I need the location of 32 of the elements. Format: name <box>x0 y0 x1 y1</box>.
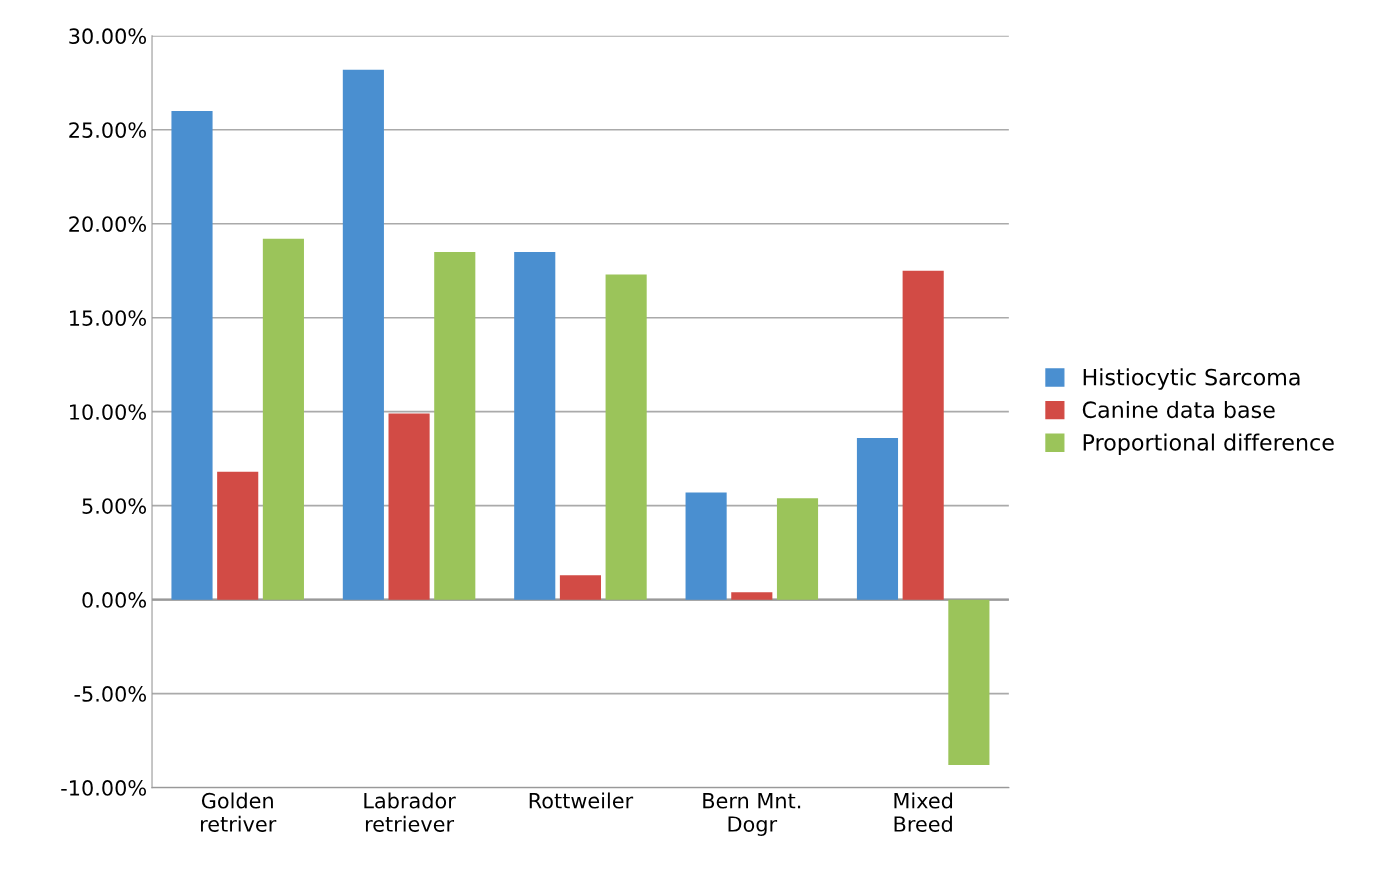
bar <box>605 274 647 600</box>
y-tick-label: 20.00% <box>69 216 147 232</box>
bar <box>342 69 384 600</box>
bar <box>262 238 304 600</box>
legend-label: Proportional difference <box>1083 433 1334 456</box>
bar <box>514 251 556 600</box>
bar <box>171 110 213 600</box>
bar <box>559 575 601 600</box>
bar <box>388 413 430 600</box>
x-tick-label: Labrador retriever <box>364 792 456 832</box>
bar <box>948 599 990 766</box>
x-tick-label: Bern Mnt. Dogr <box>703 793 801 836</box>
bar <box>434 251 476 600</box>
legend-label: Histiocytic Sarcoma <box>1083 368 1300 390</box>
x-tick-label: Rottweiler <box>529 792 634 809</box>
y-tick-label: 10.00% <box>70 404 147 420</box>
y-tick-label: 25.00% <box>69 122 147 138</box>
y-tick-label: -10.00% <box>61 780 147 796</box>
bar <box>685 492 727 600</box>
x-tick-label: Mixed Breed <box>894 792 953 832</box>
x-tick-label: Golden retriver <box>201 792 277 832</box>
bar <box>731 592 773 600</box>
y-tick-label: 30.00% <box>69 28 147 45</box>
y-tick-label: 0.00% <box>82 592 147 608</box>
y-tick-label: -5.00% <box>74 686 147 702</box>
bar <box>902 270 944 600</box>
bar <box>856 438 899 600</box>
y-tick-label: 5.00% <box>82 498 147 514</box>
bar <box>776 498 819 600</box>
y-tick-label: 15.00% <box>70 310 147 326</box>
legend-label: Canine data base <box>1082 400 1275 419</box>
bar <box>217 471 259 600</box>
